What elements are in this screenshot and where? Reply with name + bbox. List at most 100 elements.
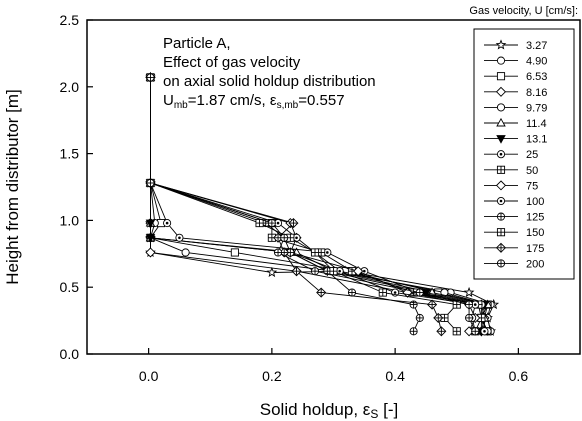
y-tick-label: 2.5: [60, 12, 80, 28]
legend-marker: [495, 242, 507, 253]
data-point: [255, 219, 264, 228]
legend-label: 4.90: [526, 56, 547, 68]
series-line: [150, 77, 476, 332]
legend-item: 125: [484, 212, 544, 224]
data-point: [146, 178, 155, 188]
x-axis-label: Solid holdup, εS [-]: [260, 400, 398, 421]
legend-marker: [496, 259, 506, 268]
data-point: [323, 248, 332, 257]
legend-item: 13.1: [484, 134, 547, 146]
data-point: [145, 247, 156, 258]
annotation-umb-value: =1.87 cm/s,: [188, 92, 266, 109]
legend-marker: [496, 150, 506, 159]
data-point: [436, 326, 447, 337]
data-point: [452, 327, 461, 336]
legend-label: 125: [526, 212, 544, 224]
data-point: [471, 327, 480, 336]
series-25: [146, 73, 489, 336]
legend-items: 3.27 4.90 6.53 8.16 9.79 11.4 13.1 25 50 75 100 125…: [484, 39, 547, 270]
x-tick-label: 0.0: [139, 368, 159, 384]
data-point: [452, 300, 461, 309]
legend: 3.27 4.90 6.53 8.16 9.79 11.4 13.1 25 50 75 100 125…: [473, 28, 575, 280]
data-point: [415, 288, 424, 297]
legend-label: 13.1: [526, 134, 547, 146]
series-line: [150, 77, 421, 332]
data-point: [433, 312, 444, 323]
data-point: [288, 218, 299, 229]
data-point: [415, 313, 424, 322]
y-axis-label: Height from distributor [m]: [3, 89, 22, 285]
legend-item: 8.16: [484, 86, 547, 99]
series-line: [150, 77, 442, 332]
y-tick-label: 2.0: [60, 79, 80, 95]
data-point: [146, 73, 155, 82]
data-point: [181, 248, 190, 257]
data-point: [427, 299, 438, 310]
legend-item: 175: [484, 242, 544, 255]
legend-title: Gas velocity, U [cm/s]:: [469, 5, 578, 17]
data-point: [310, 248, 320, 257]
x-tick-label: 0.4: [385, 368, 405, 384]
data-point: [465, 313, 474, 322]
data-point: [463, 286, 475, 298]
legend-marker: [496, 165, 506, 174]
data-point: [230, 248, 239, 257]
legend-marker: [496, 212, 506, 221]
legend-label: 75: [526, 180, 538, 192]
legend-marker: [496, 56, 506, 65]
annotation-eps-value: =0.557: [298, 92, 344, 109]
data-point: [378, 288, 387, 297]
legend-item: 150: [484, 227, 544, 239]
chart-annotation: Particle A, Effect of gas velocity on ax…: [163, 35, 376, 111]
legend-label: 25: [526, 149, 538, 161]
data-point: [267, 219, 276, 228]
legend-label: 3.27: [526, 40, 547, 52]
series-layer: [145, 71, 500, 337]
legend-item: 50: [484, 165, 538, 177]
series-175: [145, 72, 447, 337]
data-point: [329, 267, 338, 276]
legend-label: 175: [526, 243, 544, 255]
annotation-line-3: on axial solid holdup distribution: [163, 73, 376, 90]
data-point: [316, 287, 327, 298]
data-point: [480, 327, 489, 336]
legend-box: [473, 28, 575, 280]
data-point: [266, 266, 278, 278]
legend-label: 50: [526, 165, 538, 177]
x-axis-ticks: 0.0 0.2 0.4 0.6: [139, 348, 528, 384]
legend-label: 6.53: [526, 71, 547, 83]
legend-item: 200: [484, 258, 544, 270]
data-point: [291, 266, 302, 277]
legend-marker: [496, 228, 506, 237]
y-tick-label: 0.0: [60, 346, 80, 362]
data-point: [280, 233, 289, 242]
data-point: [273, 248, 283, 257]
y-axis-ticks: 0.0 0.5 1.0 1.5 2.0 2.5: [60, 12, 93, 362]
legend-marker: [495, 86, 507, 97]
legend-marker: [496, 72, 506, 81]
y-tick-label: 0.5: [60, 279, 80, 295]
annotation-line-1: Particle A,: [163, 35, 231, 52]
legend-marker: [495, 180, 507, 191]
series-line: [150, 77, 485, 332]
x-tick-label: 0.6: [509, 368, 529, 384]
data-point: [163, 219, 172, 228]
annotation-line-2: Effect of gas velocity: [163, 54, 301, 71]
legend-item: 75: [484, 180, 538, 192]
legend-item: 9.79: [484, 102, 547, 114]
legend-item: 11.4: [484, 117, 547, 130]
legend-label: 150: [526, 227, 544, 239]
legend-marker: [496, 135, 506, 144]
legend-label: 9.79: [526, 102, 547, 114]
data-point: [145, 219, 156, 229]
x-tick-label: 0.2: [262, 368, 282, 384]
legend-label: 200: [526, 258, 544, 270]
data-point: [409, 327, 418, 336]
legend-item: 6.53: [484, 71, 547, 83]
legend-label: 11.4: [526, 118, 547, 130]
data-point: [145, 234, 156, 243]
series-line: [150, 77, 458, 332]
legend-label: 100: [526, 196, 544, 208]
legend-label: 8.16: [526, 87, 547, 99]
data-point: [175, 233, 184, 242]
